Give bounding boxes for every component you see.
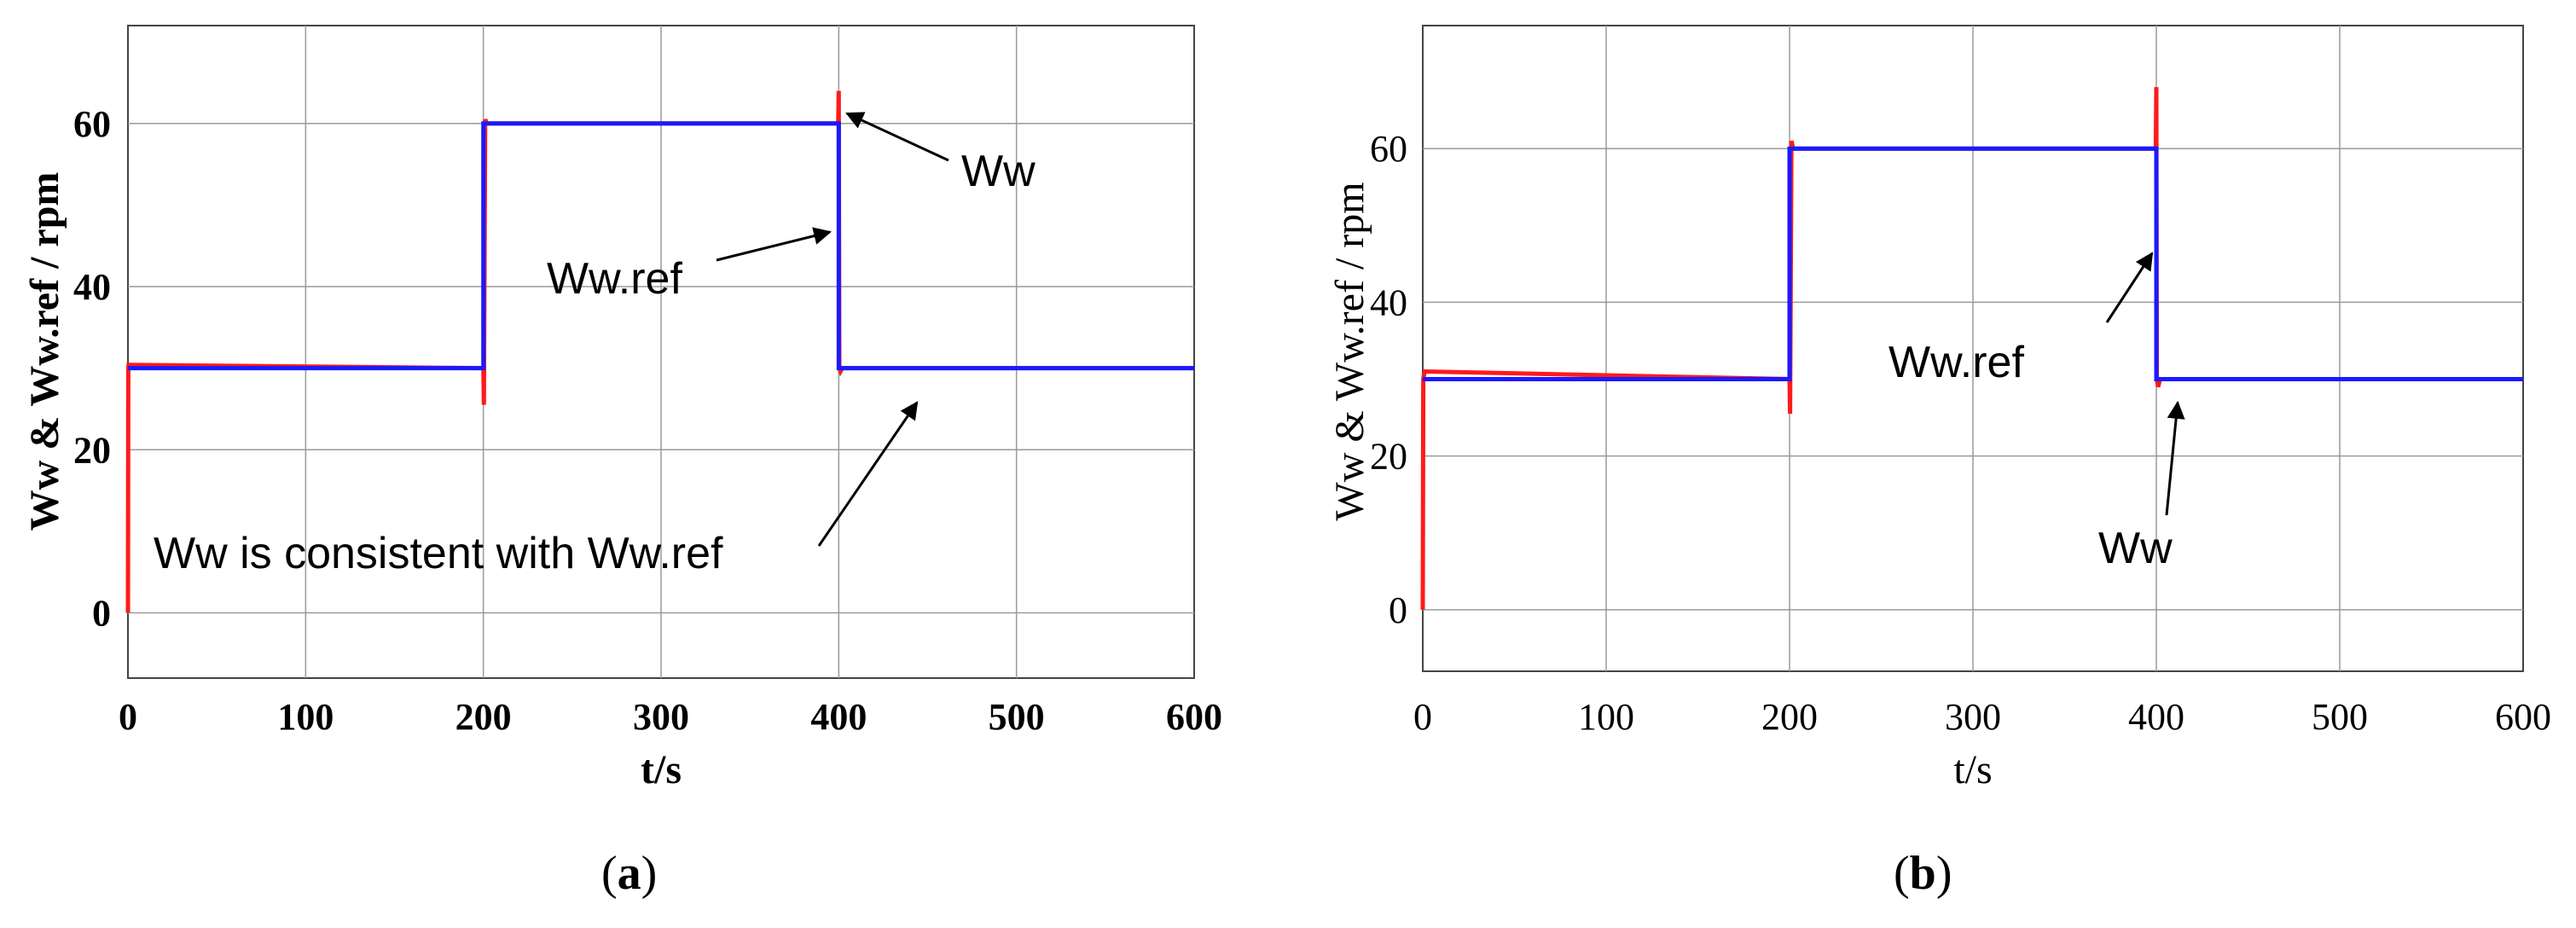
- arrow-wwref-a: [716, 227, 833, 262]
- x-tick-label: 500: [2312, 696, 2368, 738]
- caption-b: (b): [1894, 847, 1952, 900]
- y-tick-label: 20: [1370, 436, 1407, 478]
- y-tick-label: 20: [73, 429, 111, 471]
- series-line-ww-ref: [128, 121, 1194, 371]
- y-tick-label: 40: [1370, 281, 1407, 323]
- panel-b: 0 100 200 300 400 500 600 0 20 40 60 t/s Ww & Ww.…: [1327, 25, 2551, 900]
- y-tick-label: 60: [1370, 128, 1407, 170]
- grid-b: [1423, 26, 2523, 671]
- series-b: [1420, 87, 2523, 610]
- x-tick-label: 400: [2128, 696, 2184, 738]
- annotation-ww-b: Ww: [2098, 524, 2173, 573]
- y-tick-label: 0: [92, 593, 111, 635]
- x-tick-label: 0: [119, 696, 137, 738]
- x-tick-label: 500: [989, 696, 1045, 738]
- annotation-consistent-a: Ww is consistent with Ww.ref: [154, 529, 723, 578]
- x-tick-labels-b: 0 100 200 300 400 500 600: [1413, 696, 2551, 738]
- arrow-wwref-b: [2105, 252, 2154, 323]
- x-tick-label: 100: [277, 696, 334, 738]
- series-line-ww-ref: [1423, 146, 2523, 381]
- x-tick-label: 200: [455, 696, 512, 738]
- x-axis-label-a: t/s: [641, 747, 682, 792]
- arrow-ww-a: [845, 112, 949, 162]
- panel-a: 0 100 200 300 400 500 600 0 20 40 60 t/s Ww & Ww.…: [22, 25, 1222, 900]
- x-tick-label: 600: [2495, 696, 2551, 738]
- x-tick-label: 300: [1945, 696, 2001, 738]
- y-tick-labels-b: 0 20 40 60: [1370, 128, 1407, 631]
- x-tick-label: 300: [633, 696, 689, 738]
- x-tick-label: 100: [1578, 696, 1634, 738]
- y-tick-label: 40: [73, 266, 111, 308]
- arrow-consistent-a: [817, 401, 919, 547]
- annotation-wwref-b: Ww.ref: [1888, 338, 2024, 387]
- annotation-wwref-a: Ww.ref: [547, 254, 682, 304]
- annotation-ww-a: Ww: [961, 147, 1036, 196]
- y-axis-label-a: Ww & Ww.ref / rpm: [22, 172, 67, 531]
- x-tick-labels-a: 0 100 200 300 400 500 600: [119, 696, 1222, 738]
- x-tick-label: 0: [1413, 696, 1432, 738]
- caption-a: (a): [601, 847, 657, 900]
- y-tick-label: 0: [1389, 589, 1407, 631]
- series-a: [125, 90, 1194, 613]
- x-tick-label: 200: [1761, 696, 1818, 738]
- y-tick-labels-a: 0 20 40 60: [73, 103, 111, 635]
- y-tick-label: 60: [73, 103, 111, 145]
- x-axis-label-b: t/s: [1953, 747, 1992, 792]
- x-tick-label: 600: [1166, 696, 1222, 738]
- y-axis-label-b: Ww & Ww.ref / rpm: [1327, 182, 1372, 520]
- x-tick-label: 400: [810, 696, 867, 738]
- arrow-ww-b: [2165, 400, 2185, 516]
